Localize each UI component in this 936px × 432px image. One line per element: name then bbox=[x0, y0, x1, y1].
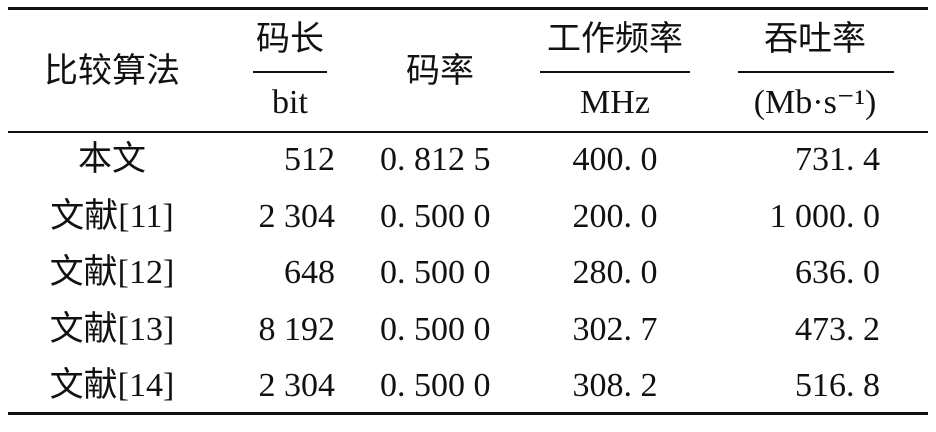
table-cell: 636. 0 bbox=[795, 254, 880, 291]
table-cell: 302. 7 bbox=[572, 310, 658, 348]
table-cell: 0. 500 0 bbox=[380, 197, 491, 235]
table-cell: 8 192 bbox=[258, 310, 336, 348]
table-cell: 2 304 bbox=[258, 367, 336, 404]
row-label: 文献[13] bbox=[49, 310, 175, 348]
column-header: 吞吐率 bbox=[764, 21, 866, 58]
table-cell: 280. 0 bbox=[572, 254, 658, 291]
column-unit: (Mb·s⁻¹) bbox=[753, 84, 877, 121]
bottom-rule bbox=[8, 412, 928, 415]
table-cell: 0. 500 0 bbox=[380, 367, 491, 404]
fraction-rule bbox=[540, 71, 690, 73]
column-unit: MHz bbox=[580, 84, 650, 121]
column-header: 码长 bbox=[256, 21, 324, 58]
column-unit: bit bbox=[272, 84, 308, 121]
table-cell: 516. 8 bbox=[795, 367, 880, 404]
table-cell: 648 bbox=[284, 254, 335, 291]
table-cell: 512 bbox=[284, 141, 335, 178]
table-cell: 731. 4 bbox=[795, 141, 880, 178]
row-label: 文献[12] bbox=[49, 254, 175, 291]
table-cell: 0. 500 0 bbox=[380, 310, 491, 348]
column-header: 码率 bbox=[406, 53, 474, 90]
table-cell: 2 304 bbox=[258, 197, 336, 235]
table-cell: 0. 812 5 bbox=[380, 141, 491, 178]
fraction-rule bbox=[738, 71, 894, 73]
table-cell: 400. 0 bbox=[572, 141, 658, 178]
table-cell: 0. 500 0 bbox=[380, 254, 491, 291]
row-label: 文献[11] bbox=[50, 197, 174, 235]
row-label: 文献[14] bbox=[49, 367, 175, 404]
fraction-rule bbox=[253, 71, 327, 73]
top-rule bbox=[8, 7, 928, 10]
table-cell: 473. 2 bbox=[795, 310, 880, 348]
table-cell: 1 000. 0 bbox=[769, 197, 881, 235]
table-cell: 308. 2 bbox=[572, 367, 658, 404]
column-header: 比较算法 bbox=[44, 53, 180, 90]
table-cell: 200. 0 bbox=[572, 197, 658, 235]
row-label: 本文 bbox=[78, 141, 146, 178]
column-header: 工作频率 bbox=[547, 21, 683, 58]
header-rule bbox=[8, 131, 928, 133]
